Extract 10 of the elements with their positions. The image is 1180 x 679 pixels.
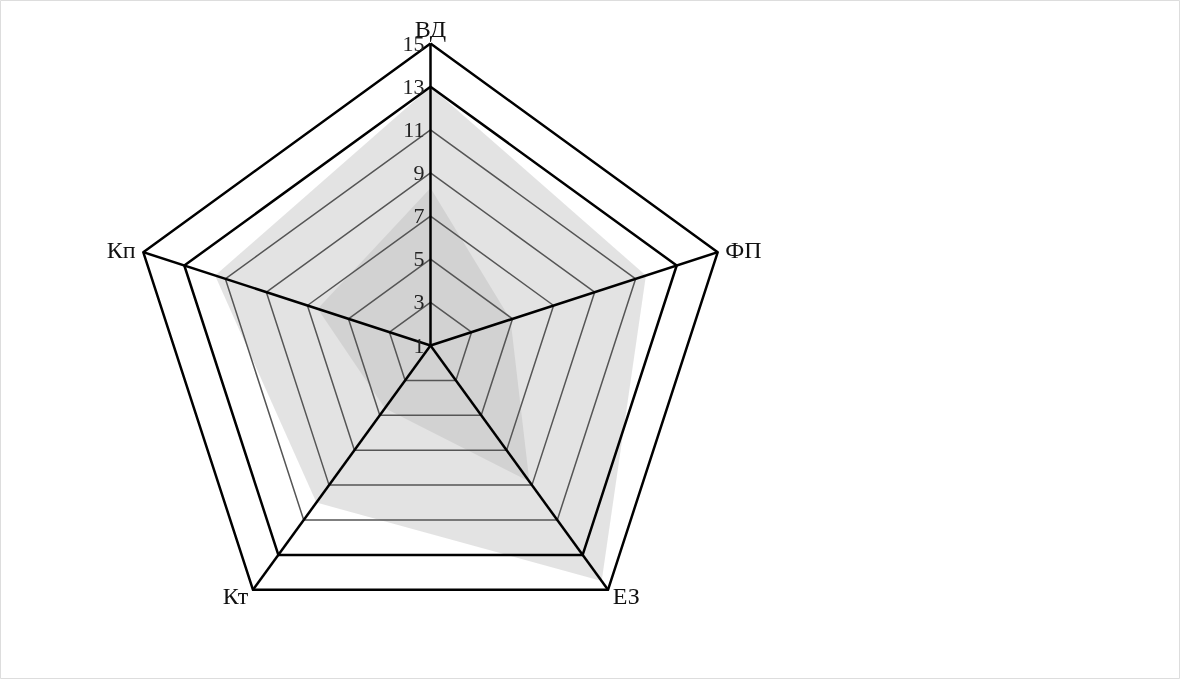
y-tick-label: 13: [402, 73, 425, 99]
spoke-label: Кт: [222, 583, 249, 610]
y-tick-label: 11: [403, 116, 425, 142]
y-tick-label: 7: [413, 203, 425, 229]
spoke-label: ЕЗ: [612, 583, 640, 610]
spoke-label: ФП: [725, 236, 762, 263]
y-tick-label: 9: [413, 159, 425, 185]
y-tick-label: 3: [413, 289, 425, 315]
y-tick-label: 5: [413, 246, 425, 272]
spoke-label: Кп: [106, 236, 136, 263]
